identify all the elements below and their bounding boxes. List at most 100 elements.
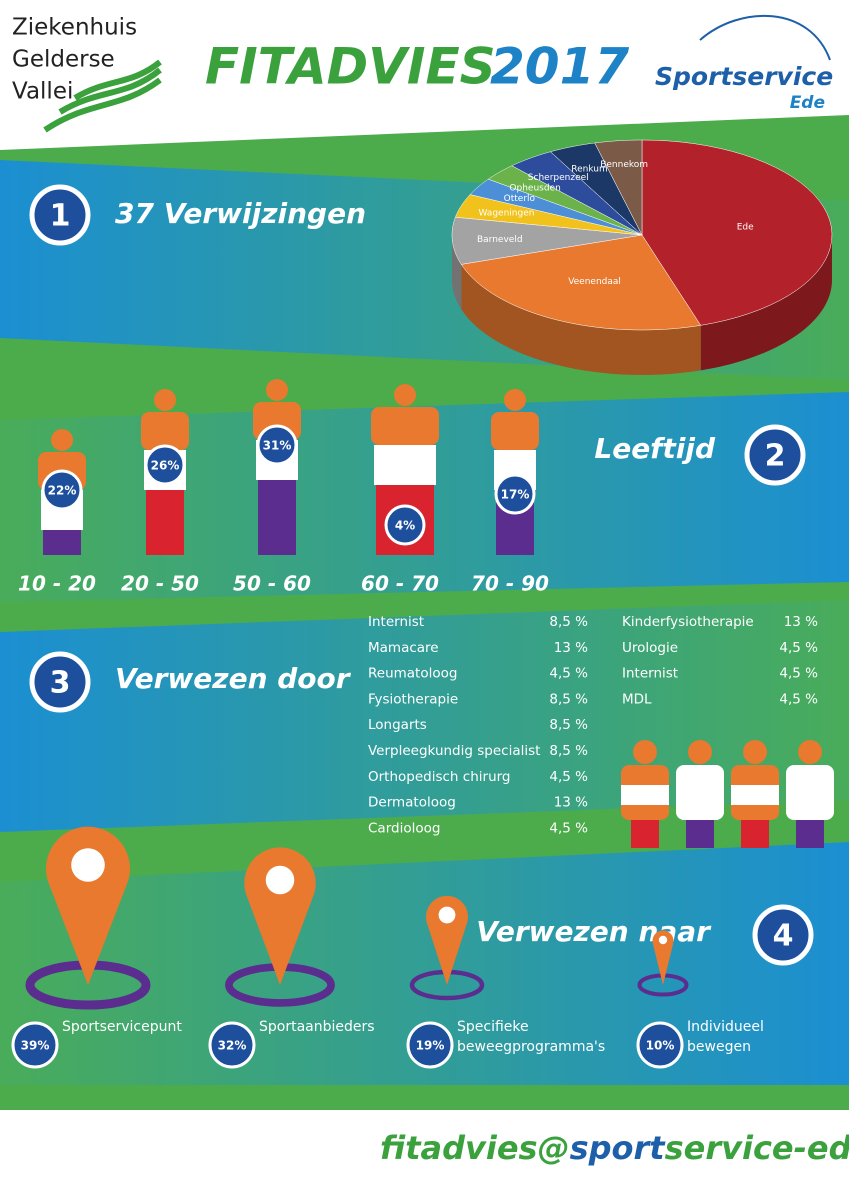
percent-label: 22%: [48, 484, 77, 498]
band: [0, 842, 849, 1085]
figure-top: [371, 407, 439, 445]
email-part: fitadvies@: [380, 1129, 570, 1167]
pin-hole: [265, 865, 295, 895]
figure-legs: [258, 480, 296, 555]
referrer-share: 4,5 %: [549, 769, 588, 785]
section-title: Leeftijd: [594, 432, 716, 465]
referrer-share: 4,5 %: [549, 820, 588, 836]
pie-label: Otterlo: [504, 194, 536, 204]
percent-badge: [11, 1021, 59, 1069]
referrer-name: Dermatoloog: [368, 795, 456, 811]
referrer-name: Urologie: [622, 640, 678, 656]
pin: [652, 930, 674, 985]
title: FITADVIES: [205, 38, 496, 96]
destination-label: bewegen: [687, 1039, 751, 1055]
pie-label: Opheusden: [509, 183, 560, 193]
age-range: 20 - 50: [121, 572, 199, 596]
pin: [45, 826, 131, 985]
section-number: 1: [50, 199, 71, 234]
referrer-name: Fysiotherapie: [368, 691, 458, 707]
referrer-share: 13 %: [554, 795, 588, 811]
pie-side: [461, 264, 701, 375]
referrer-name: Kinderfysiotherapie: [622, 614, 754, 630]
doctor-legs: [631, 820, 659, 848]
figure-head: [51, 429, 73, 451]
figure-mid: [374, 445, 436, 485]
pie-slice: [460, 234, 702, 331]
destination-label: Sportaanbieders: [259, 1019, 375, 1035]
referrer-share: 13 %: [554, 640, 588, 656]
section-badge: [29, 651, 91, 713]
referrer-share: 8,5 %: [549, 743, 588, 759]
section-title: Verwezen naar: [476, 915, 712, 948]
pie-label: Renkum: [571, 164, 608, 174]
figure-head: [266, 379, 288, 401]
referrer-name: Reumatoloog: [368, 666, 457, 682]
referrer-name: Internist: [368, 614, 424, 630]
age-range: 50 - 60: [233, 572, 311, 596]
referrer-share: 8,5 %: [549, 717, 588, 733]
destination-label: Sportservicepunt: [62, 1019, 182, 1035]
org-left: Gelderse: [12, 47, 115, 73]
referrer-name: Cardioloog: [368, 820, 440, 836]
percent-label: 31%: [263, 439, 292, 453]
logo-arc: [699, 14, 831, 61]
pie-label: Scherpenzeel: [528, 173, 589, 183]
age-range: 70 - 90: [471, 572, 549, 596]
section-number: 4: [773, 919, 794, 954]
doctor-head: [798, 740, 822, 764]
doctor-head: [688, 740, 712, 764]
doctor-head: [743, 740, 767, 764]
pin: [426, 895, 468, 985]
doctor-coat-band: [731, 785, 779, 805]
doctor-legs: [741, 820, 769, 848]
doctor-coat-band: [786, 785, 834, 805]
pin-hole: [438, 906, 456, 924]
pie-slice: [511, 151, 643, 236]
referrer-name: Verpleegkundig specialist: [368, 743, 540, 759]
referrer-share: 8,5 %: [549, 691, 588, 707]
percent-badge: [41, 469, 83, 511]
pie-label: Wageningen: [478, 208, 534, 218]
pie-label: Barneveld: [477, 235, 523, 245]
percent-label: 26%: [151, 459, 180, 473]
section-title: Verwezen door: [115, 662, 352, 695]
doctor-legs: [796, 820, 824, 848]
pin-hole: [658, 935, 668, 945]
org-left: Ziekenhuis: [12, 15, 137, 41]
doctor-coat-band: [621, 785, 669, 805]
doctor-legs: [686, 820, 714, 848]
figure-head: [154, 389, 176, 411]
pie-slice: [451, 216, 643, 265]
percent-badge: [208, 1021, 256, 1069]
footer-email: fitadvies@sportservice-ede.nl: [380, 1129, 849, 1167]
pie-side: [700, 235, 832, 371]
destination-label: Specifieke: [457, 1019, 529, 1035]
org-right-sub: Ede: [790, 93, 825, 113]
pin-hole: [71, 848, 105, 882]
logo-waves: [43, 59, 162, 133]
pie-label: Ede: [737, 222, 754, 232]
percent-badge: [384, 504, 426, 546]
percent-label: 10%: [646, 1039, 675, 1053]
referrer-name: Longarts: [368, 717, 427, 733]
figure-head: [394, 384, 416, 406]
figure-legs: [146, 490, 184, 555]
percent-label: 19%: [416, 1039, 445, 1053]
referrer-name: Internist: [622, 666, 678, 682]
pie-slice: [641, 139, 833, 326]
doctor-head: [633, 740, 657, 764]
section-badge: [744, 424, 806, 486]
org-right: Sportservice: [655, 62, 833, 91]
destination-label: beweegprogramma's: [457, 1039, 605, 1055]
referrer-share: 13 %: [784, 614, 818, 630]
title-year: 2017: [490, 38, 629, 96]
org-left: Vallei: [12, 79, 73, 105]
age-range: 10 - 20: [18, 572, 96, 596]
percent-label: 17%: [501, 488, 530, 502]
figure-head: [504, 389, 526, 411]
percent-badge: [144, 444, 186, 486]
referrer-name: Mamacare: [368, 640, 439, 656]
